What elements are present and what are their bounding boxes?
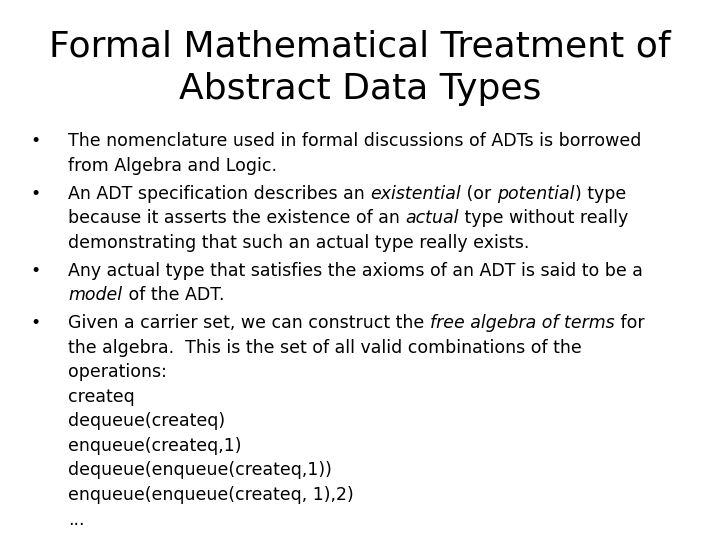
Text: dequeue(enqueue(createq,1)): dequeue(enqueue(createq,1))	[68, 461, 332, 480]
Text: createq: createq	[68, 388, 135, 406]
Text: because it asserts the existence of an: because it asserts the existence of an	[68, 209, 406, 227]
Text: enqueue(enqueue(createq, 1),2): enqueue(enqueue(createq, 1),2)	[68, 486, 354, 504]
Text: enqueue(createq,1): enqueue(createq,1)	[68, 437, 242, 455]
Text: dequeue(createq): dequeue(createq)	[68, 412, 225, 430]
Text: Given a carrier set, we can construct the: Given a carrier set, we can construct th…	[68, 314, 430, 332]
Text: for: for	[615, 314, 644, 332]
Text: •: •	[30, 261, 40, 280]
Text: ) type: ) type	[575, 185, 626, 202]
Text: •: •	[30, 314, 40, 332]
Text: operations:: operations:	[68, 363, 167, 381]
Text: The nomenclature used in formal discussions of ADTs is borrowed: The nomenclature used in formal discussi…	[68, 132, 642, 150]
Text: model: model	[68, 286, 122, 304]
Text: (or: (or	[462, 185, 497, 202]
Text: demonstrating that such an actual type really exists.: demonstrating that such an actual type r…	[68, 234, 530, 252]
Text: of the ADT.: of the ADT.	[122, 286, 224, 304]
Text: •: •	[30, 185, 40, 202]
Text: type without really: type without really	[459, 209, 629, 227]
Text: actual: actual	[406, 209, 459, 227]
Text: existential: existential	[371, 185, 462, 202]
Text: the algebra.  This is the set of all valid combinations of the: the algebra. This is the set of all vali…	[68, 339, 582, 356]
Text: Any actual type that satisfies the axioms of an ADT is said to be a: Any actual type that satisfies the axiom…	[68, 261, 643, 280]
Text: from Algebra and Logic.: from Algebra and Logic.	[68, 157, 277, 175]
Text: Formal Mathematical Treatment of
Abstract Data Types: Formal Mathematical Treatment of Abstrac…	[49, 30, 671, 106]
Text: free algebra of terms: free algebra of terms	[430, 314, 615, 332]
Text: An ADT specification describes an: An ADT specification describes an	[68, 185, 371, 202]
Text: ...: ...	[68, 510, 85, 529]
Text: •: •	[30, 132, 40, 150]
Text: potential: potential	[497, 185, 575, 202]
